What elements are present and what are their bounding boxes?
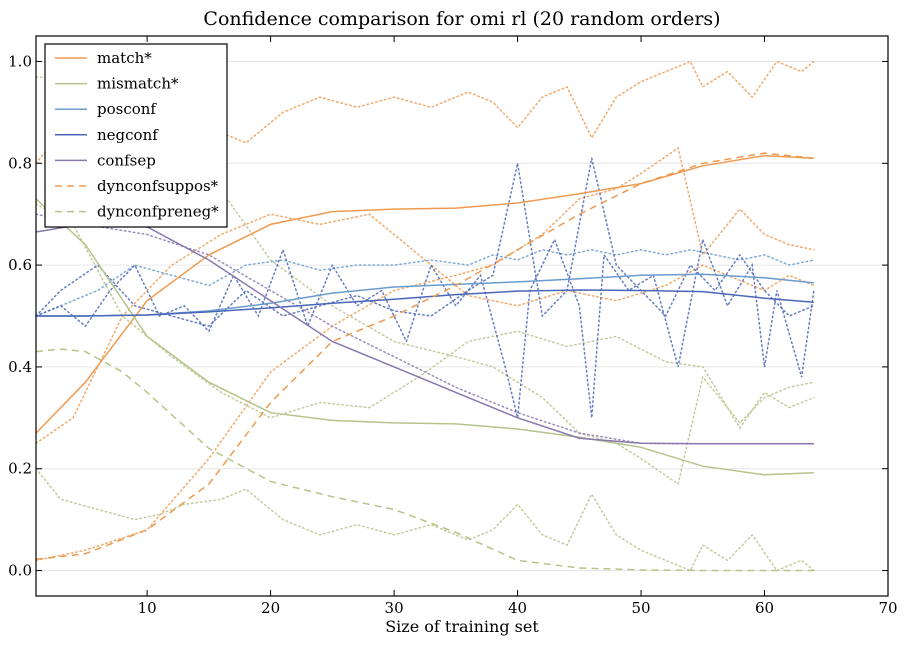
y-tick-label: 0.6 [8,256,32,274]
legend: match* mismatch* posconf negconf confsep dync… [44,43,228,228]
legend-label: posconf [97,100,157,118]
legend-label: negconf [97,126,159,144]
order-line [35,146,815,562]
chart-title: Confidence comparison for omi rl (20 ran… [203,8,720,30]
order-line [35,213,815,445]
series-line-posconf [36,273,814,317]
x-tick-label: 20 [261,599,280,617]
x-tick-label: 50 [631,599,650,617]
x-tick-label: 40 [508,599,527,617]
x-tick-label: 70 [878,599,897,617]
order-line [35,249,815,317]
series-line-confsep [35,223,814,445]
order-line [35,236,815,418]
y-tick-label: 1.0 [8,52,32,70]
order-line [35,203,815,430]
legend-label: confsep [97,151,156,169]
axes: 10 20 30 40 50 60 70 0.0 0.2 0.4 0.6 0.8 1.0 [8,35,898,617]
x-axis-label: Size of training set [385,617,539,636]
x-tick-label: 30 [385,599,404,617]
legend-label: dynconfsuppos* [97,177,219,195]
legend-label: mismatch* [97,75,179,93]
order-line [35,158,815,328]
x-tick-label: 60 [755,599,774,617]
legend-label: dynconfpreneg* [97,203,219,221]
order-line [35,75,815,486]
series-line-match [35,154,814,434]
y-tick-label: 0.2 [8,460,32,478]
series-line-mismatch [35,198,814,476]
x-tick-label: 10 [138,599,157,617]
order-line [35,213,815,445]
series-line-dynconfpreneg [35,348,814,572]
series-lines [35,152,814,572]
legend-label: match* [97,49,152,67]
y-tick-label: 0.0 [8,562,32,580]
plot-frame [35,35,889,597]
y-tick-label: 0.4 [8,358,32,376]
order-line [35,467,815,572]
series-line-dynconfsuppos [35,152,814,561]
y-tick-label: 0.8 [8,154,32,172]
series-line-negconf [36,289,814,317]
